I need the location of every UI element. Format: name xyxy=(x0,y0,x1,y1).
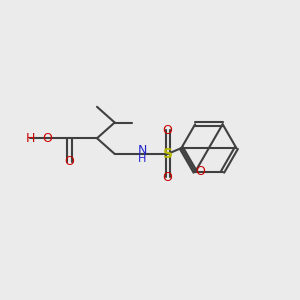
Text: O: O xyxy=(195,165,205,178)
Text: N: N xyxy=(137,145,147,158)
Text: O: O xyxy=(64,155,74,168)
Text: H: H xyxy=(138,154,146,164)
Text: O: O xyxy=(42,132,52,145)
Text: O: O xyxy=(163,124,172,137)
Text: S: S xyxy=(163,147,173,161)
Text: O: O xyxy=(163,171,172,184)
Text: H: H xyxy=(26,132,35,145)
